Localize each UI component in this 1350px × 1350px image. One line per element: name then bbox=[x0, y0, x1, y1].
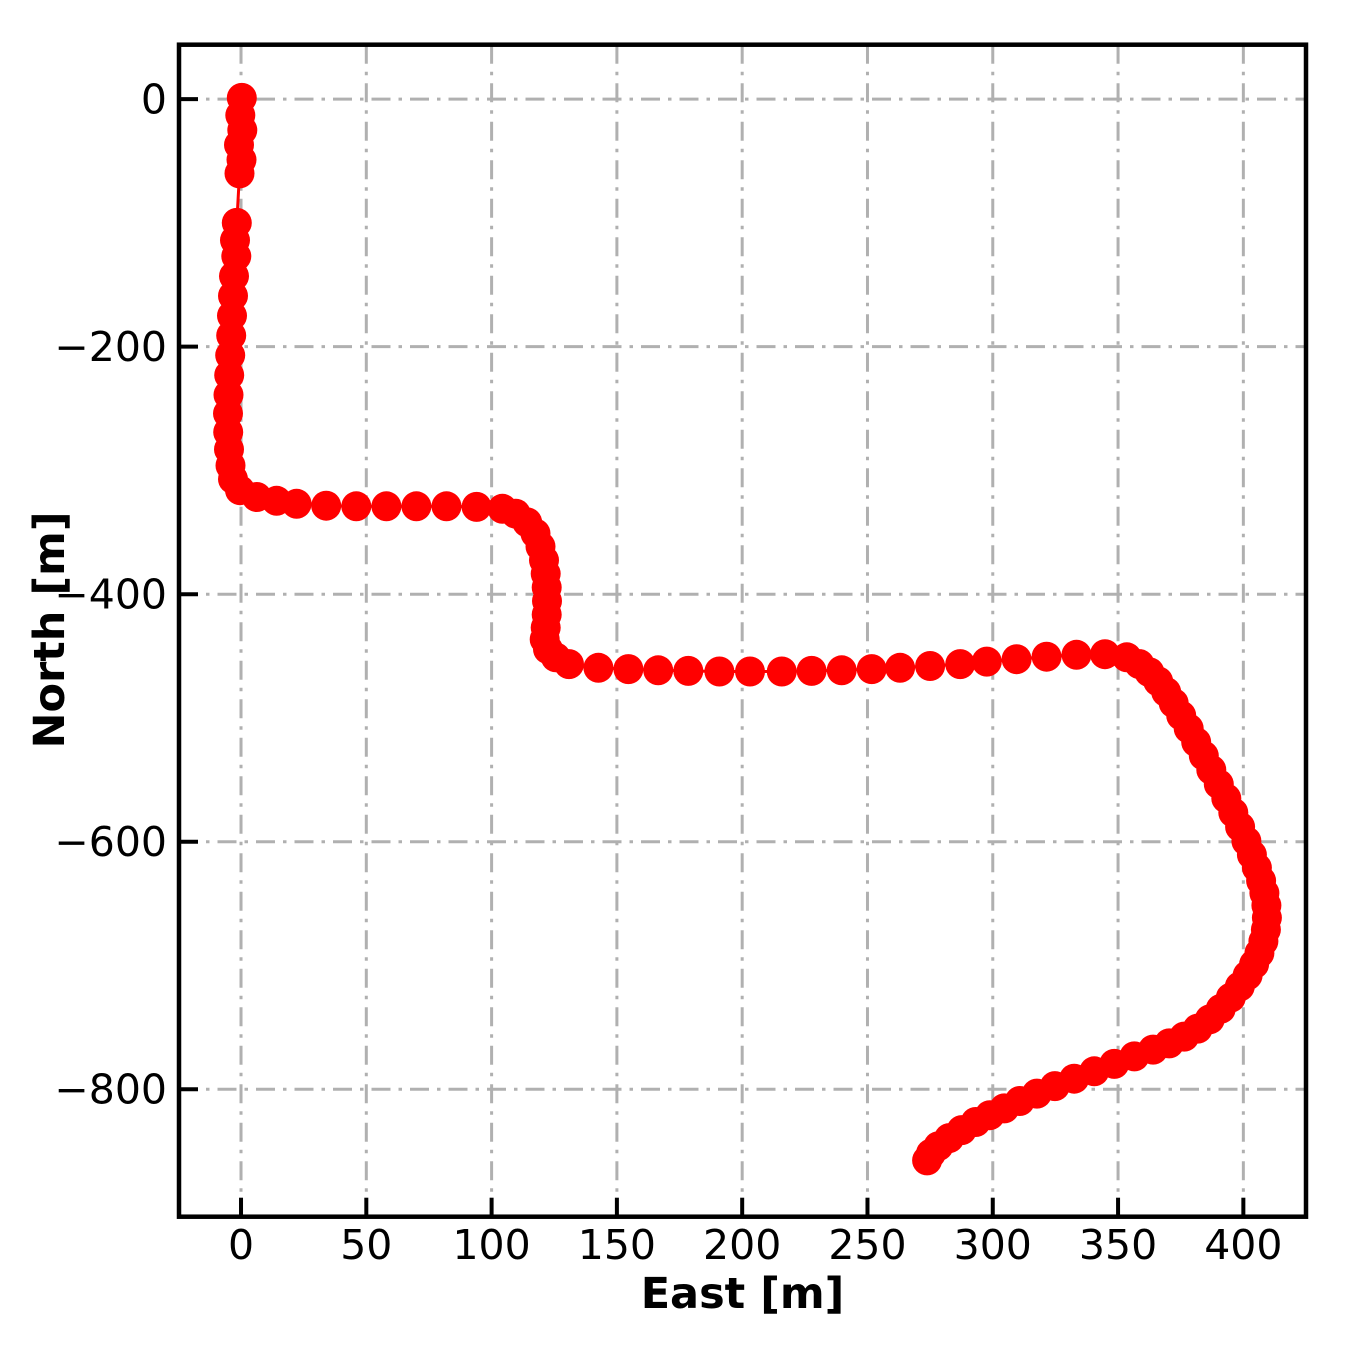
data-point bbox=[643, 655, 674, 686]
data-point bbox=[704, 656, 735, 687]
data-point bbox=[371, 491, 402, 522]
data-point bbox=[583, 652, 614, 683]
x-tick-label: 50 bbox=[340, 1221, 392, 1269]
y-tick-label: −200 bbox=[54, 323, 167, 371]
data-point bbox=[912, 1145, 943, 1176]
data-point bbox=[915, 651, 946, 681]
x-tick-label: 250 bbox=[828, 1221, 906, 1269]
x-tick-label: 100 bbox=[452, 1221, 530, 1269]
data-point bbox=[673, 655, 704, 686]
axis-ticks bbox=[179, 97, 1246, 1217]
data-point bbox=[224, 158, 255, 189]
data-point bbox=[311, 490, 342, 521]
data-point bbox=[766, 656, 797, 687]
y-tick-label: −800 bbox=[54, 1066, 167, 1114]
x-axis-label: East [m] bbox=[641, 1269, 845, 1319]
data-point bbox=[281, 488, 312, 519]
data-point bbox=[796, 655, 827, 686]
y-tick-labels: 0 −200 −400 −600 −800 bbox=[54, 76, 167, 1114]
data-point bbox=[856, 654, 887, 685]
data-point bbox=[431, 491, 462, 522]
data-point bbox=[971, 646, 1002, 677]
y-axis-label: North [m] bbox=[25, 512, 75, 749]
x-tick-label: 200 bbox=[703, 1221, 781, 1269]
y-tick-label: −400 bbox=[54, 571, 167, 619]
y-tick-label: −600 bbox=[54, 818, 167, 866]
y-tick-label: 0 bbox=[141, 76, 167, 124]
trajectory-points bbox=[213, 82, 1282, 1176]
x-tick-label: 150 bbox=[578, 1221, 656, 1269]
data-point bbox=[401, 491, 432, 522]
grid-lines bbox=[179, 44, 1306, 1217]
x-tick-label: 0 bbox=[228, 1221, 254, 1269]
data-point bbox=[1001, 644, 1032, 675]
data-point bbox=[826, 655, 857, 686]
data-point bbox=[341, 491, 372, 522]
trajectory-series bbox=[213, 82, 1282, 1176]
x-tick-labels: 0 50 100 150 200 250 300 350 400 bbox=[228, 1221, 1283, 1269]
x-tick-label: 400 bbox=[1204, 1221, 1282, 1269]
data-point bbox=[1031, 641, 1062, 672]
data-point bbox=[885, 652, 916, 683]
data-point bbox=[613, 654, 644, 685]
x-tick-label: 350 bbox=[1079, 1221, 1157, 1269]
data-point bbox=[735, 656, 765, 687]
data-point bbox=[554, 649, 584, 680]
x-tick-label: 300 bbox=[954, 1221, 1032, 1269]
data-point bbox=[945, 649, 976, 680]
data-point bbox=[461, 491, 492, 522]
data-point bbox=[1061, 639, 1092, 670]
